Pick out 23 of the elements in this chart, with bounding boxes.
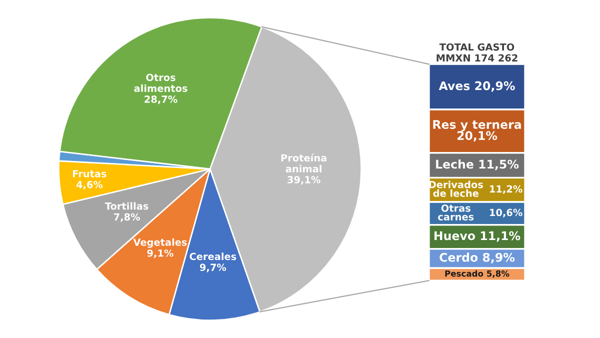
slice-label: Proteína animal [281,154,326,172]
data-label: 4,6% [76,180,103,190]
data-label: 20,1% [457,131,498,142]
data-label: 10,6% [490,208,522,218]
text: Aves 20,9% [438,81,515,92]
text: Cerdo 8,9% [440,252,515,264]
slice-label: Tortillas [104,202,148,210]
data-label: 39,1% [288,176,320,185]
series-label: Otras carnes [438,204,474,220]
text: Huevo 11,1% [434,231,520,242]
data-label: 11,2% [490,185,522,194]
data-label: 28,7% [144,96,178,104]
data-label: 7,8% [114,213,140,222]
slice-label: Otros alimentos [134,74,188,92]
text: Pescado 5,8% [445,270,510,278]
data-label: 9,1% [147,249,174,258]
series-label: Res y ternera [433,120,521,132]
slice-label: Vegetales [133,238,187,248]
text: Leche 11,5% [436,160,519,170]
slice-label: Cereales [190,252,236,260]
slice-label: Frutas [72,170,106,178]
data-label: 9,7% [200,264,226,272]
chart-title: TOTAL GASTO MMXN 174 262 [436,43,518,62]
